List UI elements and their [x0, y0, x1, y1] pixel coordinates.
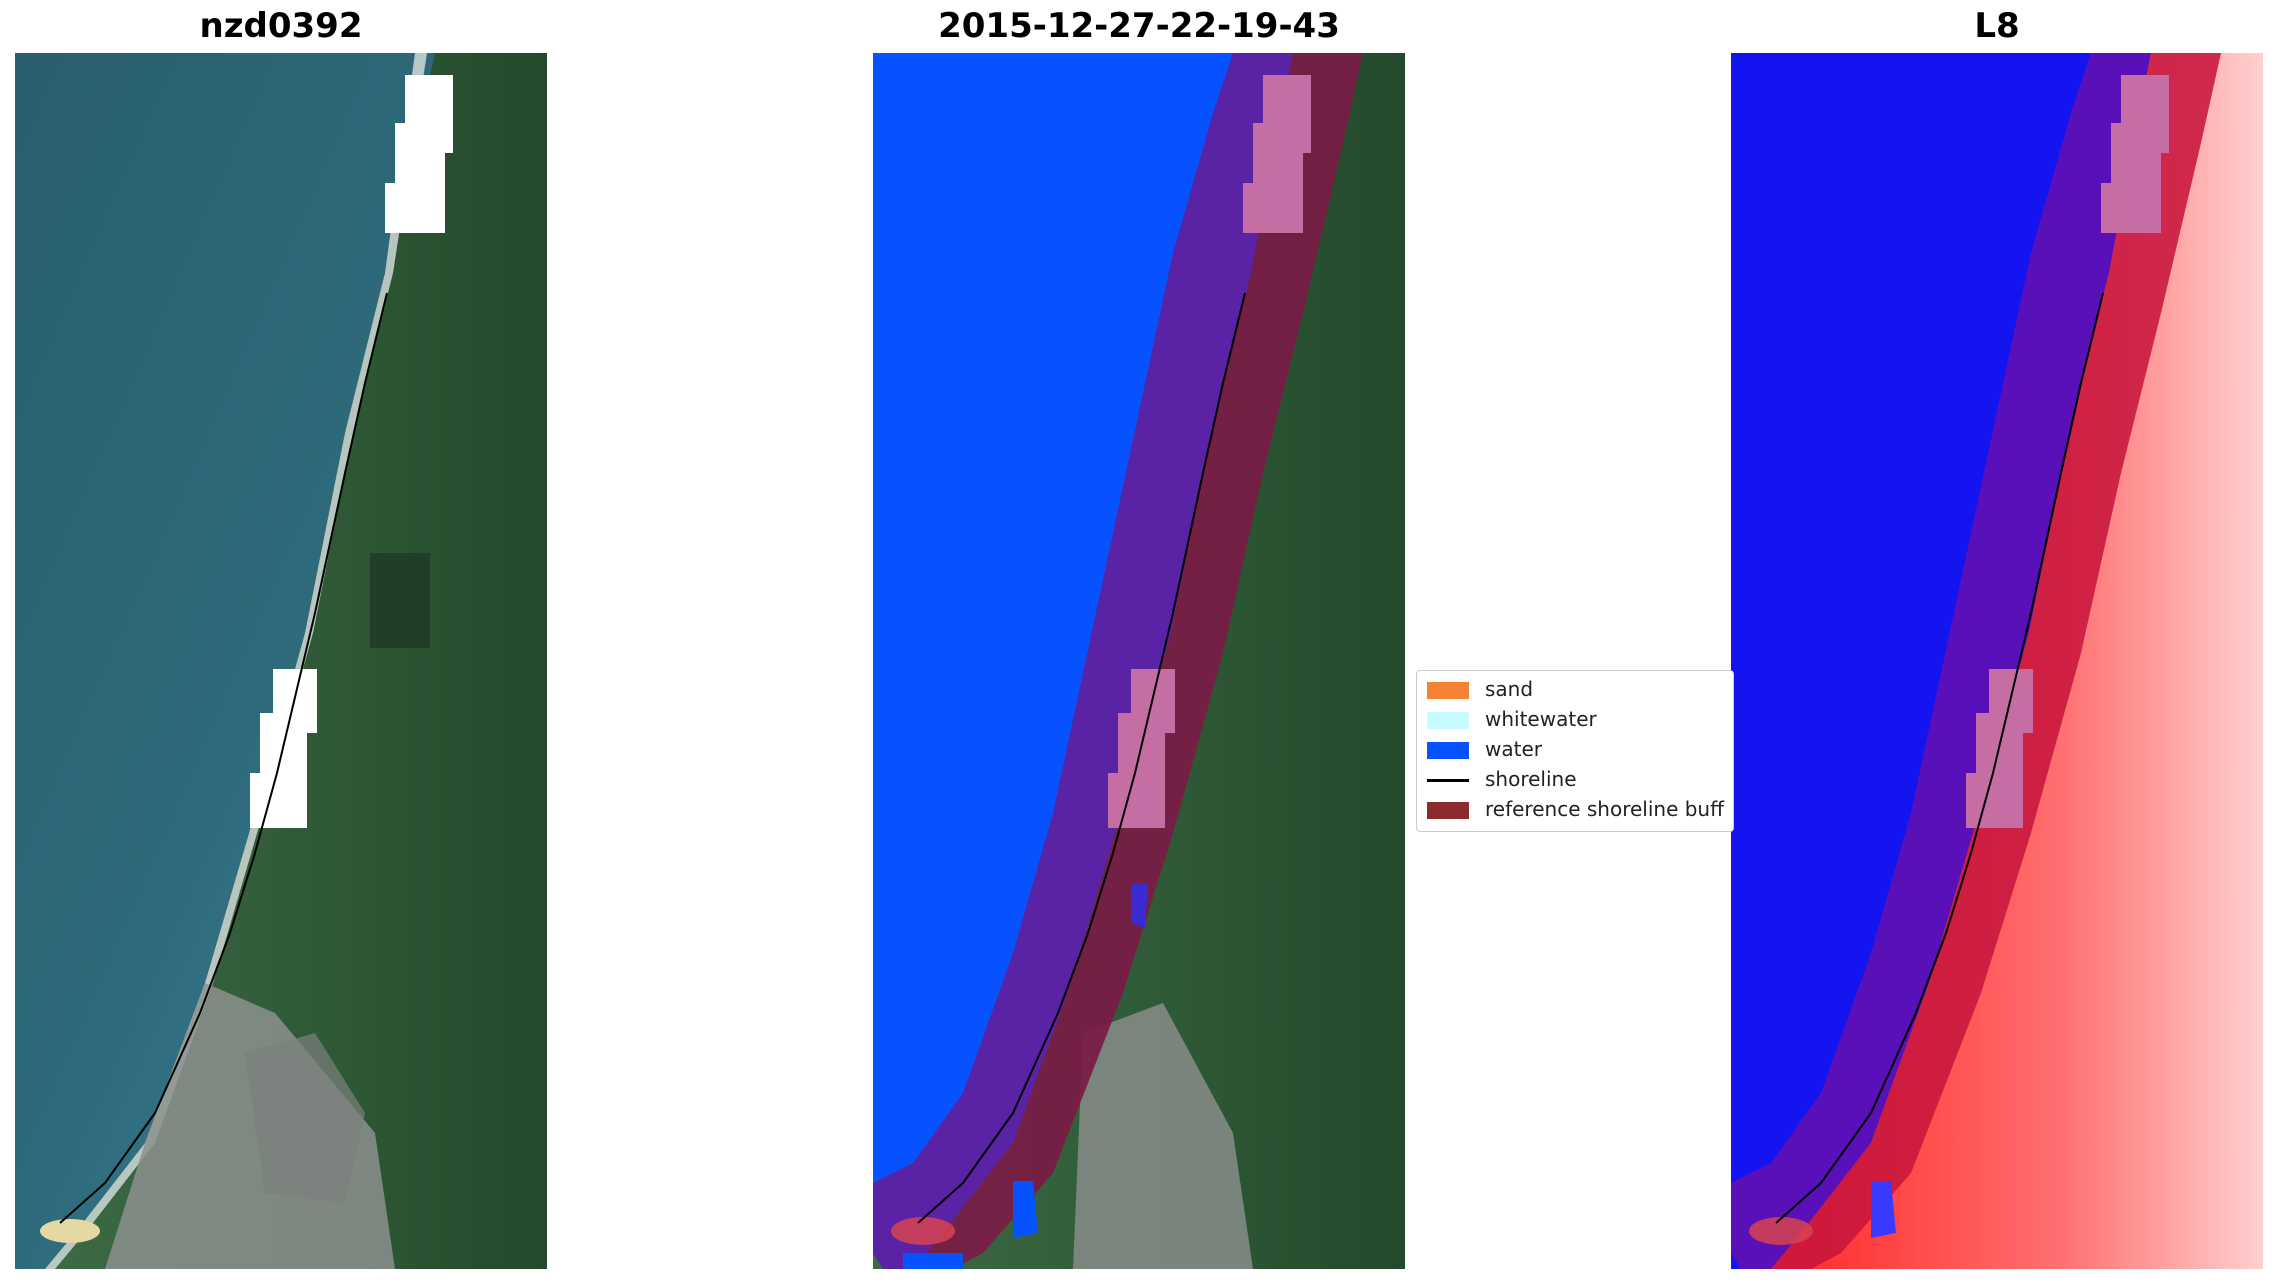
- legend-label-whitewater: whitewater: [1485, 707, 1597, 731]
- panel-title-date: 2015-12-27-22-19-43: [938, 6, 1340, 46]
- water-index-panel: [1731, 53, 2263, 1269]
- water-swatch: [1427, 742, 1469, 759]
- classification-panel: [873, 53, 1405, 1269]
- panel-title-image-id: nzd0392: [199, 6, 363, 46]
- sand-swatch: [1427, 682, 1469, 699]
- legend-label-reference-buffer: reference shoreline buff: [1485, 797, 1724, 821]
- legend-label-water: water: [1485, 737, 1542, 761]
- legend: sand whitewater water shoreline referenc…: [1416, 670, 1734, 832]
- whitewater-swatch: [1427, 712, 1469, 729]
- legend-label-sand: sand: [1485, 677, 1534, 701]
- legend-label-shoreline: shoreline: [1485, 767, 1577, 791]
- shoreline-line-swatch: [1427, 779, 1469, 782]
- rgb-image-panel: [15, 53, 547, 1269]
- reference-buffer-swatch: [1427, 802, 1469, 819]
- panel-title-satellite: L8: [1974, 6, 2020, 46]
